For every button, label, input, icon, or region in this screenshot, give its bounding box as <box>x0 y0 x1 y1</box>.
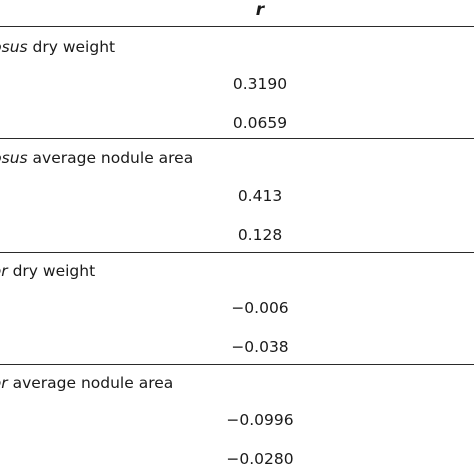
section-rule <box>0 252 474 253</box>
measure-name: average nodule area <box>27 149 194 167</box>
measure-name: dry weight <box>7 262 96 280</box>
section-rule <box>0 138 474 139</box>
section-label: igosus dry weight <box>0 36 115 58</box>
table-cell-value: −0.0280 <box>226 450 294 468</box>
header-rule <box>0 26 474 27</box>
section-label: igosus average nodule area <box>0 147 193 169</box>
table-cell-value: 0.3190 <box>232 75 288 93</box>
species-name: olor <box>0 374 8 392</box>
table-cell-value: −0.0996 <box>226 411 294 429</box>
table-cell-value: 0.128 <box>237 226 283 244</box>
measure-name: average nodule area <box>7 374 174 392</box>
species-name: igosus <box>0 38 28 56</box>
table-cell-value: −0.006 <box>231 299 289 317</box>
table-cell-value: −0.038 <box>231 338 289 356</box>
measure-name: dry weight <box>27 38 116 56</box>
table-cell-value: 0.413 <box>237 187 283 205</box>
table-cell-value: 0.0659 <box>232 114 288 132</box>
section-label: olor dry weight <box>0 260 95 282</box>
species-name: igosus <box>0 149 28 167</box>
column-header-r: r <box>255 0 265 20</box>
species-name: olor <box>0 262 8 280</box>
section-rule <box>0 364 474 365</box>
section-label: olor average nodule area <box>0 372 173 394</box>
